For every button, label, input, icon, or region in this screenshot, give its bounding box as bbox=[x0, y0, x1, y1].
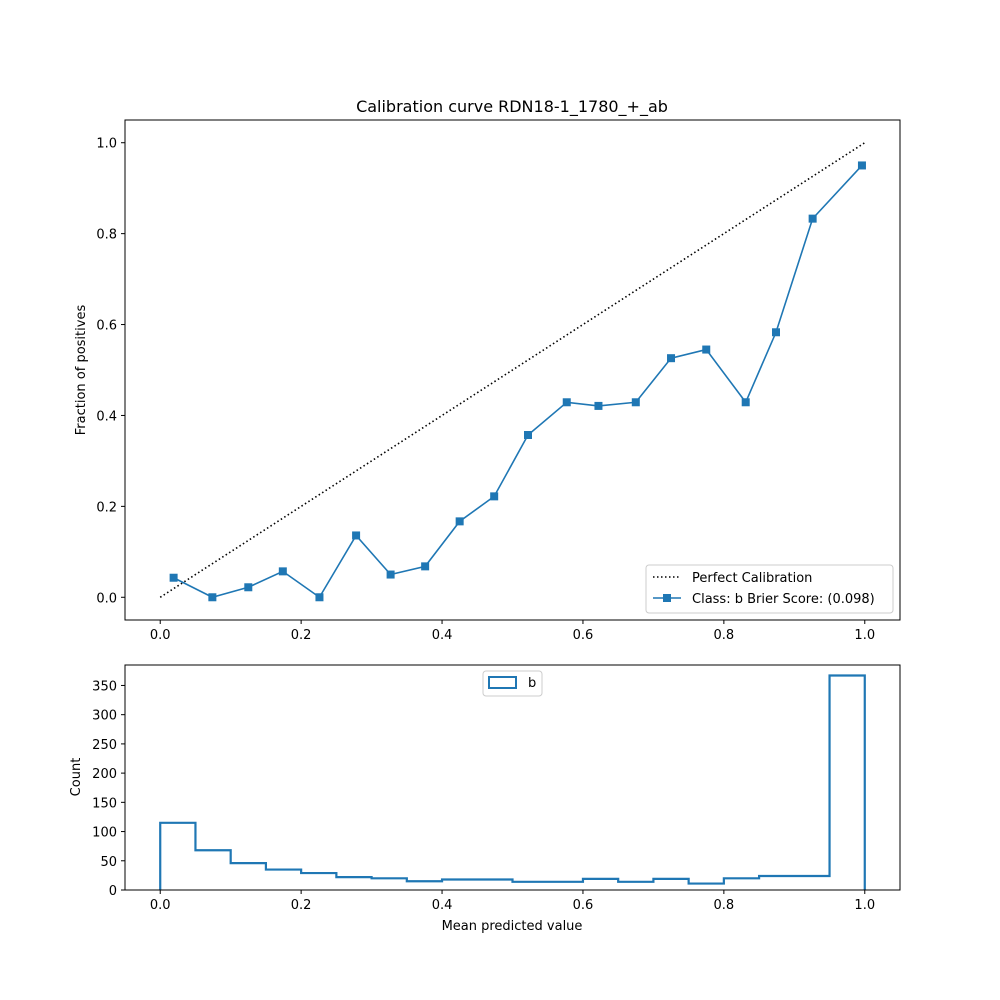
histogram-y-tick-label: 200 bbox=[92, 767, 117, 782]
class-b-calibration-point bbox=[524, 431, 532, 439]
class-b-calibration-point bbox=[702, 345, 711, 354]
class-b-calibration-point bbox=[857, 161, 866, 170]
histogram-legend: b bbox=[482, 670, 543, 697]
calibration-ticks: 0.0 0.2 0.4 0.6 0.8 1.0 0.0 0.2 0.4 0.6 0.8 1.0 bbox=[96, 137, 875, 643]
calibration-y-tick-label: 0.8 bbox=[96, 228, 117, 243]
legend-perfect-calibration-label: Perfect Calibration bbox=[692, 571, 812, 586]
class-b-calibration-point bbox=[455, 517, 464, 526]
class-b-calibration-point bbox=[667, 354, 676, 363]
histogram-y-tick-label: 50 bbox=[100, 855, 117, 870]
calibration-x-tick-label: 0.2 bbox=[291, 628, 312, 643]
class-b-calibration-point bbox=[352, 531, 361, 540]
histogram-y-tick-label: 250 bbox=[92, 738, 117, 753]
histogram-y-axis-label: Count bbox=[69, 758, 84, 797]
class-b-calibration-point bbox=[421, 562, 430, 571]
histogram-y-tick-label: 350 bbox=[92, 679, 117, 694]
calibration-y-tick-label: 1.0 bbox=[96, 137, 117, 152]
histogram-step-outline bbox=[159, 674, 866, 890]
calibration-x-tick-label: 0.4 bbox=[432, 628, 453, 643]
histogram-x-tick-label: 0.4 bbox=[432, 898, 453, 913]
calibration-plot: Calibration curve RDN18-1_1780_+_ab Frac… bbox=[74, 97, 901, 643]
class-b-calibration-line bbox=[173, 164, 863, 599]
calibration-y-tick-label: 0.0 bbox=[96, 591, 117, 606]
calibration-y-tick-label: 0.4 bbox=[96, 409, 117, 424]
histogram-x-tick-label: 0.0 bbox=[150, 898, 171, 913]
histogram-y-tick-label: 300 bbox=[92, 709, 117, 724]
perfect-calibration-line bbox=[159, 142, 866, 598]
histogram-ticks: 0.0 0.2 0.4 0.6 0.8 1.0 0 50 100 150 200 250 300 350 bbox=[92, 679, 875, 913]
class-b-calibration-point bbox=[208, 593, 217, 602]
calibration-axes-frame bbox=[124, 119, 901, 621]
class-b-calibration-point bbox=[386, 570, 395, 579]
legend-class-b-label: Class: b Brier Score: (0.098) bbox=[692, 592, 875, 607]
class-b-calibration-point bbox=[562, 398, 571, 407]
class-b-calibration-point bbox=[278, 567, 287, 576]
class-b-calibration-point bbox=[315, 593, 324, 602]
histogram-axes-frame bbox=[124, 664, 901, 891]
legend-class-b-marker bbox=[663, 594, 671, 602]
histogram-plot: Count Mean predicted value 0.0 0.2 0.4 0.6 0… bbox=[69, 664, 901, 934]
class-b-calibration-point bbox=[741, 398, 750, 407]
histogram-legend-label: b bbox=[528, 676, 536, 691]
class-b-calibration-point bbox=[490, 492, 499, 501]
histogram-y-tick-label: 150 bbox=[92, 796, 117, 811]
calibration-title: Calibration curve RDN18-1_1780_+_ab bbox=[356, 97, 668, 117]
histogram-y-tick-label: 100 bbox=[92, 826, 117, 841]
calibration-legend-box bbox=[645, 564, 894, 614]
calibration-legend: Perfect Calibration Class: b Brier Score… bbox=[645, 564, 894, 614]
class-b-calibration-point bbox=[594, 401, 603, 410]
histogram-y-tick-label: 0 bbox=[109, 884, 117, 899]
histogram-series bbox=[159, 674, 866, 890]
histogram-x-tick-label: 1.0 bbox=[854, 898, 875, 913]
calibration-y-tick-label: 0.6 bbox=[96, 319, 117, 334]
calibration-x-tick-label: 1.0 bbox=[854, 628, 875, 643]
calibration-y-tick-label: 0.2 bbox=[96, 500, 117, 515]
class-b-calibration-point bbox=[772, 328, 780, 337]
class-b-calibration-point bbox=[169, 573, 178, 582]
calibration-x-tick-label: 0.0 bbox=[150, 628, 171, 643]
calibration-series bbox=[159, 142, 866, 602]
class-b-calibration-point bbox=[631, 398, 640, 407]
calibration-x-tick-label: 0.6 bbox=[573, 628, 594, 643]
calibration-x-tick-label: 0.8 bbox=[714, 628, 735, 643]
histogram-x-tick-label: 0.2 bbox=[291, 898, 312, 913]
histogram-x-tick-label: 0.6 bbox=[573, 898, 594, 913]
class-b-calibration-point bbox=[808, 214, 817, 223]
calibration-y-axis-label: Fraction of positives bbox=[74, 305, 89, 436]
histogram-legend-swatch bbox=[488, 676, 517, 689]
class-b-calibration-point bbox=[244, 583, 253, 592]
histogram-x-tick-label: 0.8 bbox=[714, 898, 735, 913]
histogram-x-axis-label: Mean predicted value bbox=[442, 919, 583, 934]
